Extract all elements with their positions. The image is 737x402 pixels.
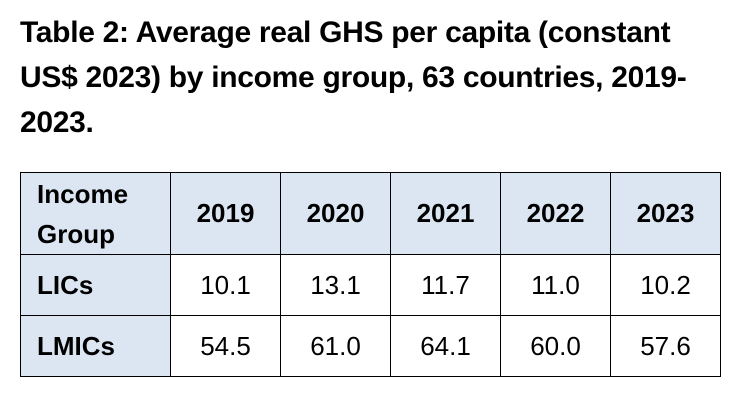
year-header-2020: 2020 bbox=[280, 172, 391, 255]
income-group-header: Income Group bbox=[20, 172, 171, 255]
ghs-income-group-table: Income Group 2019 2020 2021 2022 2023 LIC… bbox=[20, 172, 721, 377]
cell-lics-2021: 11.7 bbox=[390, 254, 501, 316]
income-group-header-line1: Income bbox=[37, 178, 129, 209]
year-header-2023: 2023 bbox=[610, 172, 721, 255]
table-row-lmics: LMICs 54.5 61.0 64.1 60.0 57.6 bbox=[20, 315, 721, 377]
cell-lics-2022: 11.0 bbox=[500, 254, 611, 316]
year-header-2021: 2021 bbox=[390, 172, 501, 255]
year-header-2019: 2019 bbox=[170, 172, 281, 255]
table-caption: Table 2: Average real GHS per capita (co… bbox=[20, 16, 687, 139]
year-header-2022: 2022 bbox=[500, 172, 611, 255]
cell-lmics-2023: 57.6 bbox=[610, 315, 721, 377]
cell-lmics-2021: 64.1 bbox=[390, 315, 501, 377]
table-header-row: Income Group 2019 2020 2021 2022 2023 bbox=[20, 172, 721, 255]
table-row-lics: LICs 10.1 13.1 11.7 11.0 10.2 bbox=[20, 254, 721, 316]
cell-lics-2023: 10.2 bbox=[610, 254, 721, 316]
cell-lmics-2022: 60.0 bbox=[500, 315, 611, 377]
income-group-header-line2: Group bbox=[37, 218, 115, 249]
cell-lics-2019: 10.1 bbox=[170, 254, 281, 316]
row-label-lics: LICs bbox=[20, 254, 171, 316]
cell-lmics-2019: 54.5 bbox=[170, 315, 281, 377]
cell-lics-2020: 13.1 bbox=[280, 254, 391, 316]
row-label-lmics: LMICs bbox=[20, 315, 171, 377]
cell-lmics-2020: 61.0 bbox=[280, 315, 391, 377]
